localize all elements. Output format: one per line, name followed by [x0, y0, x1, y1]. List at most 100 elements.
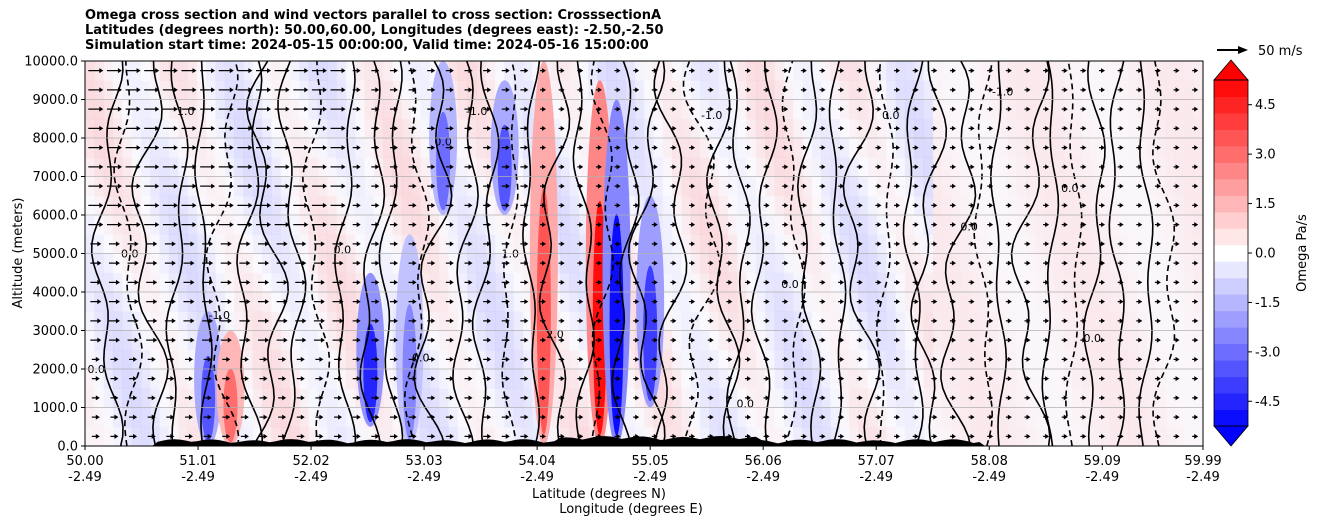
omega-cell — [755, 138, 766, 158]
omega-cell — [457, 330, 468, 351]
omega-cell — [1081, 138, 1092, 158]
wind-vector-head — [1007, 433, 1012, 439]
wind-vector-head — [375, 318, 380, 324]
omega-cell — [876, 157, 887, 178]
wind-vector-head — [877, 145, 882, 151]
wind-vector-head — [1045, 106, 1050, 112]
wind-vector-head — [933, 414, 938, 420]
wind-vector-head — [653, 279, 658, 285]
wind-vector-head — [970, 356, 975, 362]
wind-vector-head — [1194, 395, 1199, 401]
omega-cell — [1016, 61, 1027, 81]
omega-cell — [671, 272, 682, 293]
wind-vector-head — [765, 106, 770, 112]
colorbar-tick-label: -4.5 — [1255, 395, 1280, 410]
wind-vector-head — [1101, 356, 1106, 362]
wind-vector-head — [914, 125, 919, 131]
omega-cell — [1119, 426, 1130, 446]
omega-cell — [998, 349, 1008, 370]
omega-cell — [420, 407, 431, 428]
y-tick-label: 2000.0 — [33, 363, 79, 378]
wind-vector-head — [728, 414, 733, 420]
omega-cell — [364, 195, 375, 216]
omega-cell — [662, 272, 673, 293]
omega-cell — [811, 407, 822, 428]
wind-vector-head — [468, 202, 473, 208]
omega-cell — [308, 292, 319, 312]
omega-cell — [830, 118, 841, 139]
wind-vector-head — [339, 279, 344, 285]
omega-cell — [793, 272, 803, 293]
omega-cell — [327, 330, 338, 351]
omega-cell — [1175, 99, 1185, 120]
wind-vector-head — [1082, 337, 1087, 343]
wind-vector-head — [728, 356, 733, 362]
omega-cell — [774, 215, 785, 235]
omega-cell — [904, 80, 915, 101]
omega-cell — [1053, 157, 1064, 178]
omega-cell — [988, 426, 999, 446]
omega-cell — [774, 426, 785, 446]
omega-cell — [765, 292, 776, 312]
omega-cell — [327, 388, 338, 409]
omega-cell — [494, 61, 505, 81]
omega-cell — [932, 292, 943, 312]
omega-cell — [85, 272, 95, 293]
omega-cell — [1128, 80, 1139, 101]
omega-cell — [876, 195, 887, 216]
wind-vector-head — [802, 68, 807, 74]
wind-vector-head — [133, 414, 138, 420]
omega-cell — [1128, 138, 1139, 158]
wind-vector-head — [487, 279, 492, 285]
contour-label: 2.0 — [546, 328, 564, 341]
wind-vector-head — [505, 376, 510, 382]
omega-cell — [476, 311, 487, 332]
wind-vector-head — [1175, 395, 1180, 401]
wind-vector-head — [449, 356, 454, 362]
omega-cell — [774, 138, 785, 158]
wind-vector-head — [1138, 125, 1143, 131]
omega-cell — [625, 330, 636, 351]
wind-vector-head — [597, 145, 602, 151]
wind-vector-head — [579, 183, 584, 189]
omega-cell — [578, 407, 589, 428]
wind-vector-head — [691, 68, 696, 74]
omega-cell — [383, 195, 394, 216]
wind-vector-head — [542, 414, 547, 420]
omega-cell — [699, 369, 710, 389]
omega-cell — [867, 234, 878, 255]
wind-vector-head — [1026, 356, 1031, 362]
omega-cell — [1184, 234, 1195, 255]
wind-vector-head — [375, 395, 380, 401]
omega-cell — [178, 369, 189, 389]
colorbar-band — [1214, 244, 1248, 262]
wind-vector-head — [155, 145, 160, 151]
omega-cell — [1072, 369, 1083, 389]
omega-cell — [1119, 349, 1130, 370]
omega-cell — [420, 99, 431, 120]
wind-vector-head — [672, 202, 677, 208]
omega-cell — [1100, 388, 1111, 409]
omega-cell — [690, 80, 701, 101]
wind-vector-head — [746, 376, 751, 382]
wind-vector-head — [487, 68, 492, 74]
wind-vector-head — [1045, 376, 1050, 382]
wind-vector-head — [691, 202, 696, 208]
wind-vector-head — [653, 337, 658, 343]
wind-vector-head — [542, 202, 547, 208]
omega-cell — [103, 253, 114, 274]
omega-cell — [1100, 330, 1111, 351]
omega-cell — [848, 118, 859, 139]
omega-cell — [951, 330, 962, 351]
wind-vector-head — [1082, 106, 1087, 112]
omega-cell — [1035, 388, 1046, 409]
omega-cell — [681, 118, 692, 139]
wind-vector-head — [375, 241, 380, 247]
omega-cell — [457, 61, 468, 81]
wind-vector-head — [229, 125, 234, 131]
omega-cell — [662, 234, 673, 255]
contour-label: -1.0 — [992, 86, 1013, 99]
omega-cell — [998, 330, 1008, 351]
wind-vector-head — [951, 433, 956, 439]
omega-cell — [960, 253, 971, 274]
